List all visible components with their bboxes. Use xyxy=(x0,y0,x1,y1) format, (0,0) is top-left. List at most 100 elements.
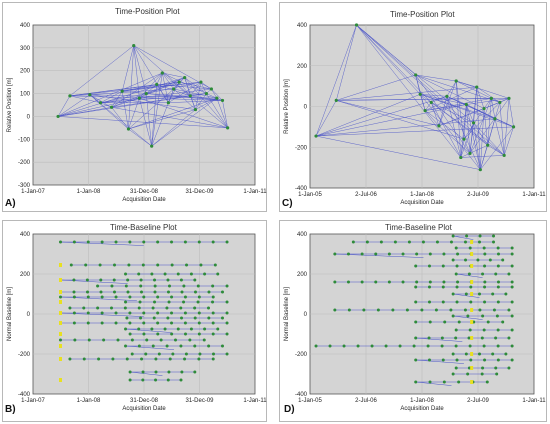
panel-c-connection-line xyxy=(415,74,457,82)
panel-b-acquisition-point xyxy=(225,321,229,325)
panel-a-connection-line xyxy=(146,84,157,94)
panel-b-letter: B) xyxy=(5,404,16,415)
panel-b-baseline-line xyxy=(60,279,128,284)
panel-b-acquisition-point xyxy=(165,344,169,348)
panel-a-connection-line xyxy=(133,45,140,99)
panel-d-acquisition-point xyxy=(356,344,360,348)
panel-d-acquisition-point xyxy=(454,366,458,370)
panel-d-acquisition-point xyxy=(478,352,482,356)
panel-b-acquisition-point xyxy=(72,240,76,244)
panel-d-ytick-label: -400 xyxy=(295,392,308,398)
panel-d-acquisition-point xyxy=(441,358,445,362)
panel-a-connection-line xyxy=(100,102,112,108)
panel-b-acquisition-point xyxy=(165,306,169,310)
panel-d-acquisition-point xyxy=(468,328,472,332)
panel-b-acquisition-point xyxy=(139,290,143,294)
panel-c-acquisition-point xyxy=(468,151,472,155)
panel-d-acquisition-point xyxy=(510,252,514,256)
panel-d-acquisition-point xyxy=(451,352,455,356)
panel-d-acquisition-point xyxy=(468,344,472,348)
panel-b-acquisition-point xyxy=(124,300,128,304)
panel-c-connection-line xyxy=(466,104,474,123)
panel-d-acquisition-point xyxy=(463,308,467,312)
panel-b-acquisition-point xyxy=(87,338,91,342)
panel-b-acquisition-point xyxy=(100,240,104,244)
panel-c-acquisition-point xyxy=(314,134,318,138)
panel-c-acquisition-point xyxy=(511,125,516,129)
panel-b-acquisition-point xyxy=(152,316,156,320)
panel-a-connection-line xyxy=(57,72,163,117)
panel-c-connection-line xyxy=(316,126,514,137)
panel-a-connection-line xyxy=(128,128,152,147)
panel-b-acquisition-point xyxy=(141,370,145,374)
panel-c-acquisition-point xyxy=(464,102,468,107)
panel-c-connection-line xyxy=(483,98,492,109)
panel-c-acquisition-point xyxy=(498,100,502,105)
panel-c-connection-line xyxy=(480,126,514,170)
panel-b-acquisition-point xyxy=(179,306,183,310)
panel-c-connection-line xyxy=(438,96,448,126)
panel-c-connection-line xyxy=(491,98,496,119)
panel-c-x-axis-label: Acquisition Date xyxy=(400,200,444,206)
panel-a-connection-line xyxy=(168,82,180,103)
panel-c-connection-line xyxy=(336,74,416,101)
panel-d-acquisition-point xyxy=(314,344,318,348)
panel-a-connection-line xyxy=(139,98,152,147)
panel-b-title: Time-Baseline Plot xyxy=(110,223,177,232)
panel-d-acquisition-point xyxy=(426,344,430,348)
panel-b-acquisition-point xyxy=(142,321,146,325)
panel-b-acquisition-point xyxy=(198,352,202,356)
panel-d-acquisition-point xyxy=(510,328,514,332)
panel-b-acquisition-point xyxy=(73,338,77,342)
panel-b-acquisition-point xyxy=(59,295,63,299)
panel-c-acquisition-point xyxy=(482,106,486,111)
panel-a-y-axis-label: Relative Position [m] xyxy=(7,77,13,132)
panel-d-master-marker xyxy=(470,320,474,324)
panel-b-acquisition-point xyxy=(211,332,215,336)
panel-a-connection-line xyxy=(211,88,223,101)
panel-d-acquisition-point xyxy=(469,285,473,289)
panel-d-acquisition-point xyxy=(507,336,511,340)
panel-d-acquisition-point xyxy=(414,264,418,268)
panel-c-connection-line xyxy=(336,98,509,101)
panel-d-acquisition-point xyxy=(481,366,485,370)
panel-c-connection-line xyxy=(476,87,481,170)
panel-a-acquisition-point xyxy=(220,98,225,103)
panel-c-connection-line xyxy=(460,104,467,158)
panel-d-acquisition-point xyxy=(451,314,455,318)
panel-b-acquisition-point xyxy=(114,321,118,325)
panel-a-acquisition-point xyxy=(56,114,60,119)
panel-d-acquisition-point xyxy=(496,300,500,304)
panel-d-acquisition-point xyxy=(501,258,505,262)
panel-d-acquisition-point xyxy=(495,314,499,318)
panel-b-acquisition-point xyxy=(167,370,171,374)
panel-b-acquisition-point xyxy=(166,278,170,282)
panel-d-acquisition-point xyxy=(376,308,380,312)
panel-a-connection-line xyxy=(184,77,228,129)
panel-b-acquisition-point xyxy=(72,278,76,282)
panel-b-acquisition-point xyxy=(189,272,193,276)
panel-d-acquisition-point xyxy=(393,240,397,244)
panel-d-acquisition-point xyxy=(496,358,500,362)
panel-c-acquisition-point xyxy=(354,23,359,27)
panel-a-connection-line xyxy=(133,45,169,103)
panel-d-acquisition-point xyxy=(454,328,458,332)
panel-c-acquisition-point xyxy=(429,100,433,105)
panel-d-acquisition-point xyxy=(478,234,482,238)
panel-d-acquisition-point xyxy=(407,240,411,244)
panel-d-acquisition-point xyxy=(384,344,388,348)
panel-c-connection-line xyxy=(469,98,492,154)
panel-d-acquisition-point xyxy=(510,246,514,250)
panel-b-acquisition-point xyxy=(110,284,114,288)
panel-d-time-baseline-plot: 1-Jan-05 2-Jul-06 1-Jan-08 2-Jul-09 1-Jan-11… xyxy=(284,232,546,412)
panel-b-ytick-label: -400 xyxy=(18,392,31,398)
panel-d-acquisition-point xyxy=(496,328,500,332)
panel-d-acquisition-point xyxy=(351,240,355,244)
panel-d-acquisition-point xyxy=(428,380,432,384)
panel-d-acquisition-point xyxy=(467,272,471,276)
panel-b-acquisition-point xyxy=(100,311,104,315)
panel-d-acquisition-point xyxy=(451,234,455,238)
panel-d-acquisition-point xyxy=(507,272,511,276)
panel-b-acquisition-point xyxy=(85,278,89,282)
panel-c-connection-line xyxy=(487,98,492,146)
